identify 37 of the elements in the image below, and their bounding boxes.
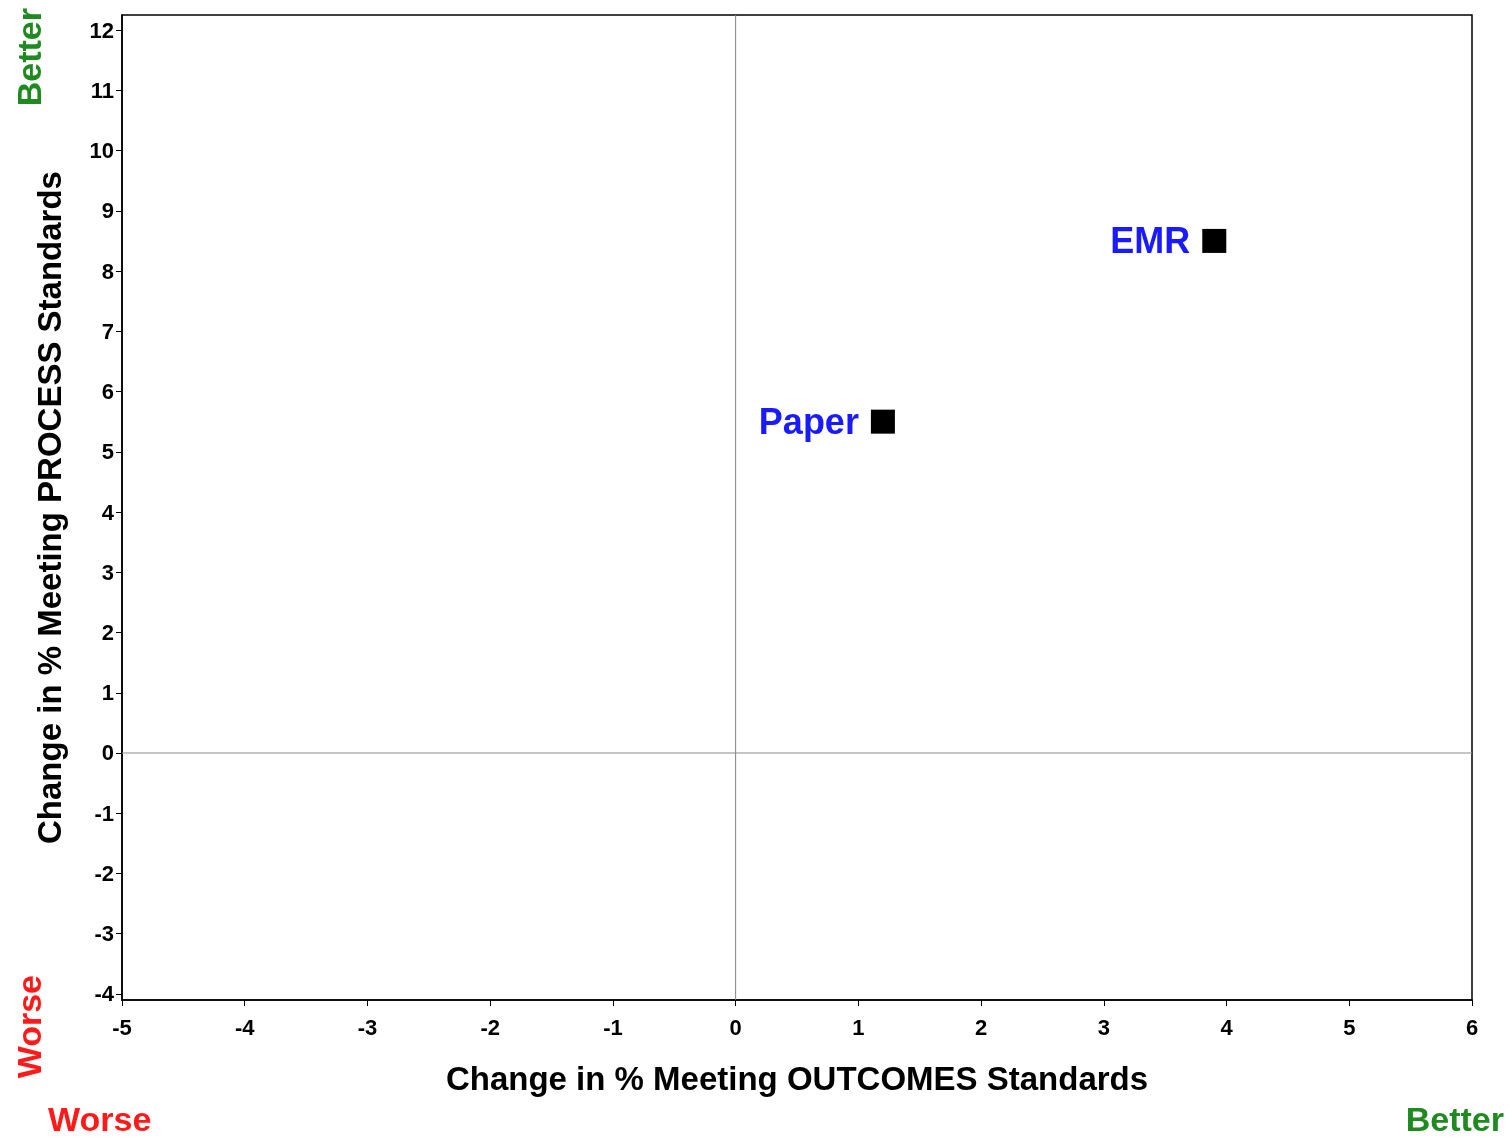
x-tick-label: 3	[1097, 1014, 1110, 1040]
x-tick-label: 0	[729, 1014, 742, 1040]
y-tick-label: 12	[89, 17, 114, 43]
y-tick-label: 0	[101, 740, 114, 766]
y-tick-label: 2	[101, 620, 114, 646]
y-tick-label: 10	[89, 138, 114, 164]
x-tick-label: 6	[1465, 1014, 1479, 1040]
y-tick-label: 1	[101, 680, 114, 706]
text: Worse	[10, 975, 48, 1079]
x-tick-label: -3	[357, 1014, 378, 1040]
y-tick-label: 11	[90, 77, 114, 103]
y-tick-label: -1	[94, 800, 114, 826]
x-tick-label: 2	[974, 1014, 988, 1040]
y-tick-label: -3	[94, 921, 114, 947]
x-tick-label: 5	[1343, 1014, 1356, 1040]
y-tick-label: -4	[94, 981, 115, 1007]
x-axis-title: Change in % Meeting OUTCOMES Standards	[445, 1060, 1149, 1097]
text: Better	[1405, 1100, 1504, 1138]
y-tick-label: 4	[101, 499, 115, 525]
y-tick-label: -2	[94, 860, 114, 886]
x-tick-label: -2	[480, 1014, 500, 1040]
y-tick-label: 3	[101, 559, 114, 585]
x-tick-label: -1	[603, 1014, 623, 1040]
x-tick-label: 1	[852, 1014, 865, 1040]
y-tick-label: 9	[101, 198, 114, 224]
y-tick-label: 6	[101, 379, 114, 405]
x-tick-label: -5	[112, 1014, 132, 1040]
text: Better	[10, 8, 48, 107]
series-label: EMR	[1110, 220, 1191, 262]
y-tick-label: 7	[101, 318, 114, 344]
x-tick-label: -4	[234, 1014, 256, 1040]
y-tick-label: 8	[101, 258, 114, 284]
y-tick-label: 5	[101, 439, 114, 465]
text: Worse	[48, 1100, 152, 1138]
series-label: Paper	[758, 401, 859, 443]
x-tick-label: 4	[1220, 1014, 1234, 1040]
y-axis-title: Change in % Meeting PROCESS Standards	[31, 171, 68, 844]
